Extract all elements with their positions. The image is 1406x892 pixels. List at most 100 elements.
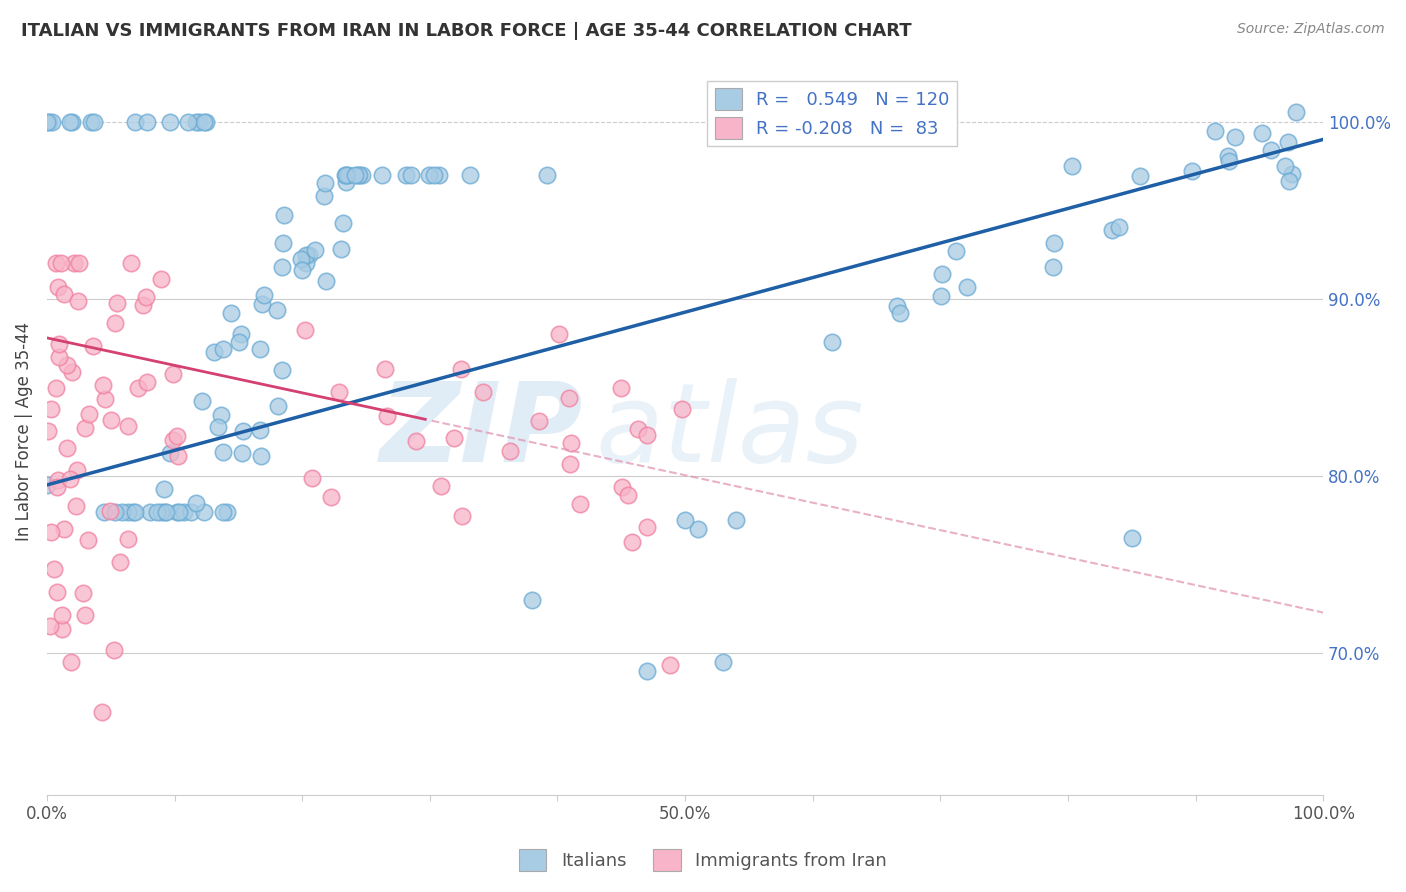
- Point: [1129, 169, 1152, 183]
- Point: [41, 524, 63, 539]
- Point: [58, 472, 80, 486]
- Point: [145, 504, 167, 518]
- Point: [1042, 260, 1064, 275]
- Point: [186, 114, 208, 128]
- Point: [250, 449, 273, 463]
- Point: [336, 168, 359, 182]
- Point: [328, 385, 350, 400]
- Point: [335, 175, 357, 189]
- Point: [46, 480, 69, 494]
- Point: [90, 706, 112, 720]
- Point: [290, 252, 312, 267]
- Point: [98, 504, 121, 518]
- Point: [45, 256, 67, 270]
- Point: [56, 358, 79, 372]
- Point: [250, 297, 273, 311]
- Point: [499, 444, 522, 458]
- Point: [159, 446, 181, 460]
- Point: [135, 375, 157, 389]
- Point: [304, 244, 326, 258]
- Point: [53, 286, 76, 301]
- Point: [38, 114, 60, 128]
- Point: [51, 256, 73, 270]
- Point: [105, 295, 128, 310]
- Text: ITALIAN VS IMMIGRANTS FROM IRAN IN LABOR FORCE | AGE 35-44 CORRELATION CHART: ITALIAN VS IMMIGRANTS FROM IRAN IN LABOR…: [21, 22, 911, 40]
- Point: [332, 216, 354, 230]
- Point: [1121, 531, 1143, 545]
- Point: [371, 168, 394, 182]
- Point: [1251, 126, 1274, 140]
- Point: [209, 408, 232, 422]
- Point: [41, 402, 63, 417]
- Point: [188, 114, 211, 128]
- Point: [886, 299, 908, 313]
- Point: [93, 504, 115, 518]
- Point: [427, 168, 450, 182]
- Point: [117, 504, 139, 518]
- Point: [82, 339, 104, 353]
- Point: [1204, 124, 1226, 138]
- Point: [1218, 154, 1240, 169]
- Point: [347, 168, 370, 182]
- Point: [374, 361, 396, 376]
- Point: [423, 168, 446, 182]
- Legend: R =   0.549   N = 120, R = -0.208   N =  83: R = 0.549 N = 120, R = -0.208 N = 83: [707, 81, 956, 146]
- Point: [149, 272, 172, 286]
- Point: [301, 471, 323, 485]
- Point: [155, 504, 177, 518]
- Text: atlas: atlas: [596, 378, 865, 485]
- Point: [94, 392, 117, 406]
- Point: [1285, 105, 1308, 120]
- Point: [610, 480, 633, 494]
- Point: [75, 608, 97, 623]
- Point: [91, 377, 114, 392]
- Text: ZIP: ZIP: [380, 378, 583, 485]
- Point: [194, 114, 217, 128]
- Point: [249, 343, 271, 357]
- Point: [229, 327, 252, 342]
- Point: [401, 168, 423, 182]
- Point: [153, 482, 176, 496]
- Point: [202, 345, 225, 359]
- Point: [711, 655, 734, 669]
- Point: [72, 586, 94, 600]
- Point: [1281, 167, 1303, 181]
- Point: [450, 509, 472, 524]
- Point: [931, 267, 953, 281]
- Point: [60, 365, 83, 379]
- Point: [1274, 159, 1296, 173]
- Point: [636, 520, 658, 534]
- Point: [120, 256, 142, 270]
- Point: [46, 473, 69, 487]
- Point: [536, 168, 558, 182]
- Point: [62, 256, 84, 270]
- Point: [558, 457, 581, 471]
- Point: [45, 381, 67, 395]
- Point: [51, 622, 73, 636]
- Point: [1060, 159, 1083, 173]
- Point: [418, 168, 440, 182]
- Point: [929, 289, 952, 303]
- Point: [127, 381, 149, 395]
- Point: [166, 429, 188, 443]
- Point: [1043, 235, 1066, 250]
- Point: [560, 436, 582, 450]
- Point: [253, 287, 276, 301]
- Point: [319, 490, 342, 504]
- Point: [1181, 164, 1204, 178]
- Point: [45, 585, 67, 599]
- Point: [52, 522, 75, 536]
- Point: [211, 504, 233, 518]
- Point: [76, 533, 98, 547]
- Point: [48, 337, 70, 351]
- Point: [79, 114, 101, 128]
- Point: [395, 168, 418, 182]
- Point: [190, 393, 212, 408]
- Point: [48, 351, 70, 365]
- Point: [271, 236, 294, 251]
- Point: [1260, 143, 1282, 157]
- Point: [347, 168, 370, 182]
- Point: [124, 114, 146, 128]
- Point: [350, 168, 373, 182]
- Point: [180, 504, 202, 518]
